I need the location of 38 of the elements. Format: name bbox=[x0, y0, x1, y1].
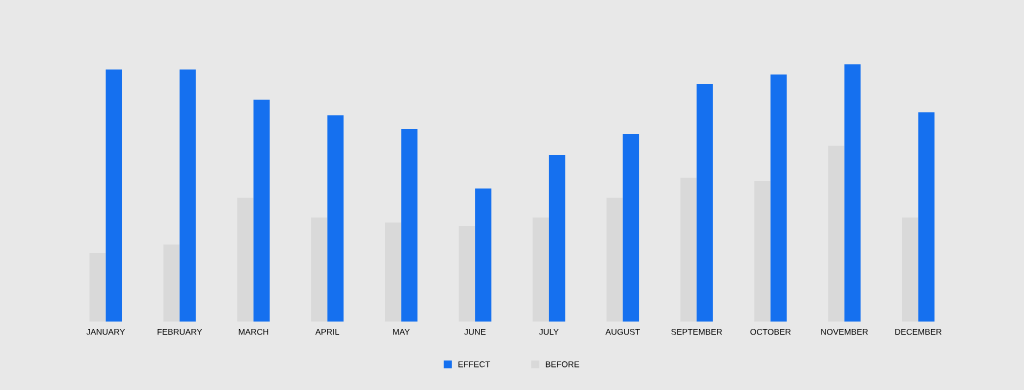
x-tick-label: FEBRUARY bbox=[157, 329, 203, 335]
x-tick-label: JULY bbox=[539, 329, 559, 335]
x-tick-label: NOVEMBER bbox=[821, 328, 868, 335]
bar bbox=[548, 154, 566, 322]
x-tick-label: DECEMBER bbox=[895, 328, 942, 335]
bar bbox=[475, 188, 492, 322]
bar bbox=[901, 217, 919, 322]
bar bbox=[606, 197, 623, 322]
bar bbox=[89, 253, 106, 322]
bar bbox=[918, 112, 935, 322]
x-tick-label: MAY bbox=[393, 329, 410, 335]
bar bbox=[327, 115, 344, 322]
bar bbox=[253, 99, 270, 322]
bar bbox=[105, 69, 123, 322]
legend-label: BEFORE bbox=[545, 361, 580, 368]
bar bbox=[770, 74, 787, 322]
bar bbox=[237, 197, 254, 322]
x-tick-label: OCTOBER bbox=[750, 328, 791, 335]
bar bbox=[179, 69, 196, 322]
x-tick-label: JUNE bbox=[464, 329, 486, 335]
bar bbox=[532, 217, 549, 322]
legend-label: EFFECT bbox=[458, 361, 491, 368]
bar bbox=[754, 180, 771, 322]
bar bbox=[828, 145, 845, 322]
x-tick-label: JANUARY bbox=[86, 329, 125, 335]
bar bbox=[622, 134, 640, 322]
bar bbox=[401, 128, 418, 322]
x-tick-label: SEPTEMBER bbox=[671, 328, 722, 335]
bar bbox=[680, 177, 697, 322]
bar bbox=[311, 217, 328, 322]
x-tick-label: MARCH bbox=[238, 328, 269, 335]
x-tick-label: AUGUST bbox=[605, 328, 640, 335]
bar bbox=[384, 222, 402, 322]
bar bbox=[163, 244, 180, 322]
bar bbox=[696, 84, 713, 322]
x-tick-label: APRIL bbox=[315, 329, 340, 335]
bar bbox=[844, 64, 861, 322]
bar bbox=[458, 225, 476, 322]
